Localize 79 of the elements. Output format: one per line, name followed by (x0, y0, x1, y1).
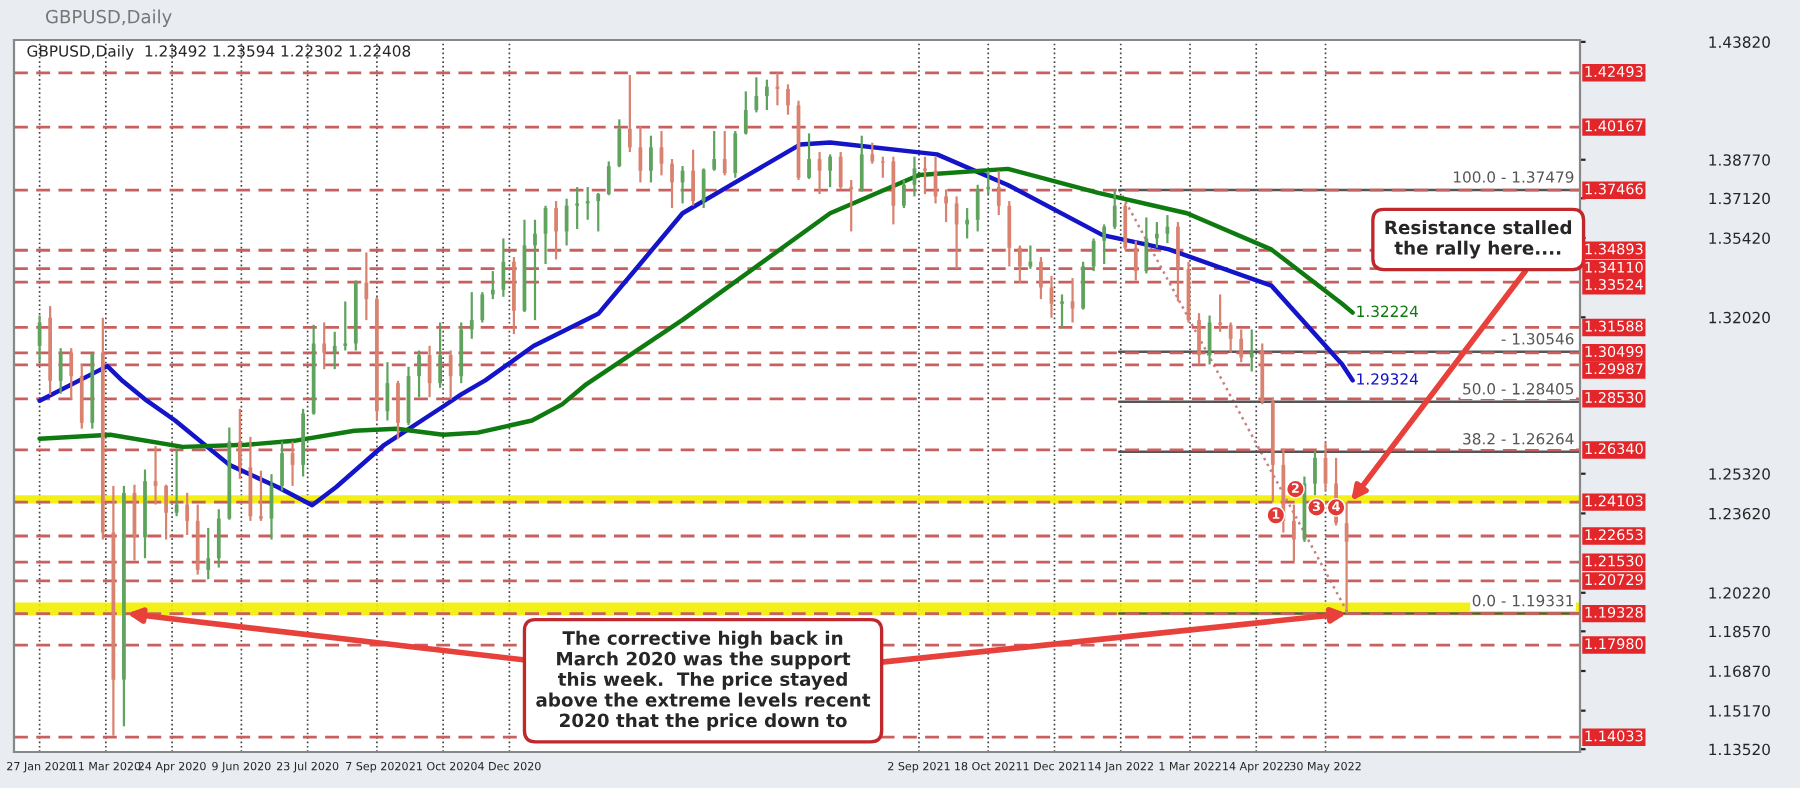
candlestick (396, 379, 400, 441)
candlestick (438, 321, 443, 389)
candlestick (143, 468, 147, 560)
candlestick (807, 132, 811, 181)
candlestick (480, 291, 485, 324)
line-series (37, 166, 1355, 450)
candlestick (164, 483, 168, 541)
candlestick (870, 141, 875, 165)
candlestick (754, 76, 759, 114)
candlestick (733, 129, 738, 179)
candlestick (322, 321, 327, 371)
candlestick (332, 330, 337, 371)
candlestick (448, 349, 453, 401)
candlestick (891, 155, 896, 226)
candlestick (923, 155, 927, 196)
candlestick (364, 251, 369, 322)
line-series (37, 140, 1355, 508)
candlestick (1091, 237, 1096, 273)
candlestick (1239, 328, 1244, 364)
candlestick (828, 153, 833, 189)
candlestick (1197, 312, 1201, 366)
candlestick (944, 188, 948, 224)
candlestick (259, 469, 263, 522)
candlestick (280, 440, 284, 492)
candlestick (712, 129, 717, 172)
candlestick (174, 447, 179, 518)
candlestick (469, 291, 474, 340)
candlestick (649, 134, 653, 184)
candlestick (343, 300, 348, 352)
candlestick (880, 155, 885, 179)
candlestick (902, 178, 906, 210)
candlestick (996, 169, 1001, 217)
candlestick (512, 255, 516, 336)
candlestick (216, 508, 221, 569)
candlestick (691, 148, 695, 207)
candlestick (1133, 239, 1138, 282)
candlestick (1112, 188, 1117, 231)
candlestick (1123, 202, 1128, 252)
candlestick (1313, 449, 1317, 497)
candlestick (859, 134, 864, 193)
candlestick (459, 321, 464, 385)
annotation: Resistance stalled the rally here.... (1385, 220, 1572, 259)
candlestick (670, 157, 674, 210)
candlestick (501, 237, 506, 298)
candlestick (533, 218, 537, 322)
candlestick (1102, 223, 1107, 266)
candlestick (617, 118, 622, 169)
candlestick (554, 199, 558, 261)
candlestick (1228, 321, 1233, 354)
candlestick (975, 183, 980, 233)
candlestick (1176, 220, 1180, 303)
candlestick (743, 90, 748, 136)
candlestick (1060, 293, 1064, 329)
candlestick (722, 129, 727, 177)
candlestick (79, 363, 84, 430)
candlestick (1218, 293, 1222, 333)
candlestick (627, 73, 632, 154)
candlestick (838, 150, 843, 191)
candlestick (606, 160, 611, 197)
candlestick (1081, 260, 1085, 311)
candlestick (237, 407, 242, 480)
candlestick (1144, 216, 1149, 275)
candlestick (1017, 244, 1022, 284)
candlestick (69, 347, 74, 401)
candlestick (596, 191, 601, 233)
candlestick (701, 167, 706, 210)
candlestick (575, 185, 580, 231)
chart-title: GBPUSD,Daily (46, 9, 172, 27)
candlestick (765, 78, 769, 112)
annotation: The corrective high back in March 2020 was the support this week. The price stayed above the extreme levels recent 2020 that the price down to (536, 630, 871, 731)
candlestick (786, 83, 790, 116)
candlestick (185, 491, 190, 537)
candlestick (417, 349, 421, 399)
candlestick (206, 526, 211, 581)
candlestick (1039, 255, 1043, 301)
candlestick (1292, 503, 1296, 563)
candlestick (1007, 199, 1012, 268)
candlestick (1249, 328, 1254, 373)
candlestick (58, 347, 63, 395)
